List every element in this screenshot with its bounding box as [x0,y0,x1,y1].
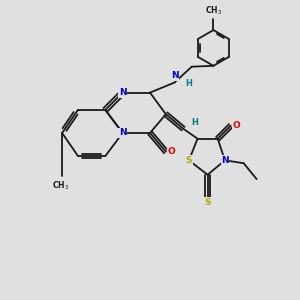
Text: N: N [119,88,126,97]
Text: S: S [204,198,211,207]
Text: O: O [167,147,175,156]
Text: H: H [191,118,198,127]
Text: H: H [185,80,192,88]
Text: N: N [119,128,126,137]
Text: S: S [186,156,192,165]
Text: CH$_3$: CH$_3$ [205,4,222,17]
Text: N: N [221,156,229,165]
Text: CH$_3$: CH$_3$ [52,179,69,192]
Text: N: N [171,71,178,80]
Text: O: O [232,121,240,130]
